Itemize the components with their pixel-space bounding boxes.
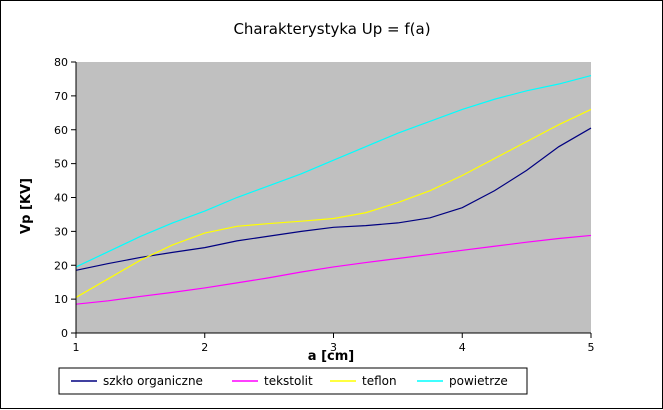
legend-label: szkło organiczne bbox=[103, 374, 203, 388]
x-axis-title: a [cm] bbox=[308, 349, 354, 364]
x-tick-label: 1 bbox=[73, 341, 80, 354]
series-line-4 bbox=[75, 74, 592, 268]
x-tick-label: 4 bbox=[459, 341, 466, 354]
series-line-1 bbox=[75, 127, 592, 271]
y-tick-label: 80 bbox=[54, 56, 68, 69]
y-tick-label: 50 bbox=[54, 158, 68, 171]
legend-box bbox=[58, 367, 528, 395]
x-tick-label: 3 bbox=[330, 341, 337, 354]
legend: szkło organiczne tekstolit teflon powietrze bbox=[58, 367, 528, 395]
y-tick-label: 70 bbox=[54, 90, 68, 103]
chart-title: Charakterystyka Up = f(a) bbox=[233, 20, 430, 38]
series-line-2 bbox=[75, 234, 592, 305]
legend-label: powietrze bbox=[449, 374, 508, 388]
plot-area bbox=[76, 62, 591, 333]
x-tick-label: 2 bbox=[201, 341, 208, 354]
x-axis-ticks: 1 2 3 4 5 bbox=[73, 333, 595, 354]
y-tick-label: 40 bbox=[54, 192, 68, 205]
y-axis-title: Vp [KV] bbox=[19, 178, 34, 234]
legend-label: teflon bbox=[362, 374, 397, 388]
series-layer bbox=[75, 74, 592, 305]
y-tick-label: 10 bbox=[54, 293, 68, 306]
y-tick-label: 20 bbox=[54, 259, 68, 272]
y-axis-ticks: 0 10 20 30 40 50 60 70 80 bbox=[54, 56, 76, 340]
y-tick-label: 60 bbox=[54, 124, 68, 137]
series-line-3 bbox=[75, 108, 592, 298]
legend-label: tekstolit bbox=[264, 374, 313, 388]
y-tick-label: 30 bbox=[54, 225, 68, 238]
x-tick-label: 5 bbox=[588, 341, 595, 354]
y-tick-label: 0 bbox=[61, 327, 68, 340]
